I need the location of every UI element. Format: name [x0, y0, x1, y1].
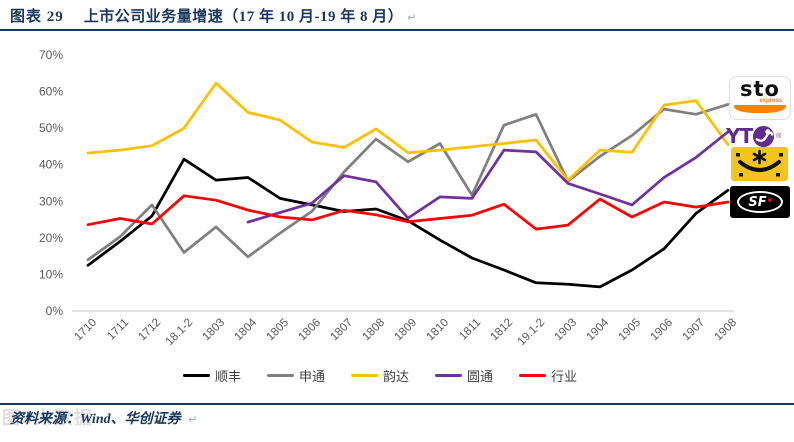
header-divider [0, 29, 794, 31]
series-line-韵达 [86, 81, 730, 182]
series-line-申通 [86, 103, 730, 262]
figure-label: 图表 29 [10, 9, 64, 25]
x-tick-label: 1710 [73, 317, 100, 344]
legend-item-韵达: 韵达 [350, 366, 409, 385]
sf-ring-icon: SF [737, 191, 783, 213]
yunda-logo [731, 147, 788, 181]
yunda-face-icon [736, 149, 783, 177]
legend-swatch [266, 374, 294, 377]
yto-logo: YT ® [726, 124, 794, 148]
x-tick-label: 1804 [233, 316, 260, 343]
x-tick-label: 1906 [649, 317, 676, 344]
legend-label: 行业 [551, 369, 578, 384]
x-tick-label: 1905 [617, 317, 644, 344]
legend-label: 申通 [298, 369, 325, 384]
chart-legend: 顺丰 申通 韵达 圆通 行业 [0, 366, 760, 385]
x-tick-label: 1803 [201, 317, 228, 344]
y-tick-label: 70% [39, 48, 63, 62]
yto-registered-mark: ® [776, 132, 782, 140]
sto-logo-subtext: express [759, 98, 782, 104]
paragraph-mark-icon: ↵ [188, 413, 198, 426]
figure-title: 上市公司业务量增速（17 年 10 月-19 年 8 月） [83, 9, 404, 25]
legend-label: 顺丰 [214, 369, 241, 384]
legend-swatch [182, 374, 210, 377]
series-line-行业 [86, 194, 730, 231]
x-tick-label: 19.1-2 [516, 317, 548, 349]
legend-item-顺丰: 顺丰 [182, 366, 241, 385]
footer-divider [0, 403, 794, 405]
series-line-圆通 [246, 130, 730, 224]
x-tick-label: 1808 [361, 317, 388, 344]
y-tick-label: 0% [46, 304, 64, 318]
sf-express-logo: SF [730, 186, 790, 218]
legend-label: 韵达 [382, 369, 409, 384]
y-tick-label: 40% [39, 158, 63, 172]
x-tick-label: 1807 [329, 317, 356, 344]
y-tick-label: 20% [39, 231, 63, 245]
x-tick-label: 1806 [297, 317, 324, 344]
x-tick-label: 1904 [585, 316, 612, 343]
legend-swatch [350, 374, 378, 377]
x-tick-label: 1711 [105, 317, 131, 343]
x-tick-label: 1811 [457, 317, 483, 343]
y-tick-label: 30% [39, 194, 63, 208]
legend-swatch [519, 374, 547, 377]
legend-item-行业: 行业 [519, 366, 577, 385]
x-tick-label: 1907 [681, 317, 708, 344]
x-tick-label: 1712 [137, 317, 164, 344]
sf-logo-text: SF [748, 194, 767, 210]
x-tick-label: 18.1-2 [164, 317, 196, 349]
source-text: 资料来源：Wind、华创证券 [10, 412, 181, 427]
yto-logo-text: YT [726, 124, 753, 148]
x-tick-label: 1812 [489, 317, 516, 344]
paragraph-mark-icon: ↵ [407, 11, 417, 24]
sf-red-dot-icon [767, 197, 772, 202]
yto-circle-icon [753, 125, 775, 147]
y-tick-label: 60% [39, 85, 63, 99]
source-note: 资料来源：Wind、华创证券 ↵ [10, 408, 197, 428]
sto-express-logo: sto express [729, 76, 791, 120]
y-tick-label: 10% [39, 267, 63, 281]
x-tick-label: 1903 [553, 317, 580, 344]
y-tick-label: 50% [39, 121, 63, 135]
x-tick-label: 1809 [393, 317, 420, 344]
legend-swatch [435, 374, 462, 377]
legend-label: 圆通 [467, 369, 494, 384]
figure-header: 图表 29 上市公司业务量增速（17 年 10 月-19 年 8 月） ↵ [10, 5, 416, 26]
x-tick-label: 1908 [713, 317, 740, 344]
x-tick-label: 1810 [425, 317, 452, 344]
legend-item-申通: 申通 [266, 366, 325, 385]
watermark: 图9大数据 [2, 408, 95, 428]
x-tick-label: 1805 [265, 317, 292, 344]
sto-swoosh-icon [734, 105, 786, 113]
sto-logo-text: sto [740, 77, 780, 101]
legend-item-圆通: 圆通 [435, 366, 493, 385]
